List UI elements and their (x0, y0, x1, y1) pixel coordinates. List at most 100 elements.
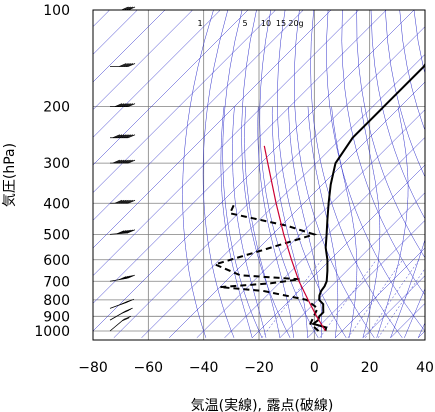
temperature-line (310, 62, 425, 332)
dry-adiabat (356, 10, 425, 259)
wind-barb-flag (117, 199, 125, 204)
isotherm-line (224, 136, 425, 338)
dry-adiabat (399, 10, 425, 131)
wind-barb-flag (119, 159, 127, 164)
wind-barb-staff (109, 319, 125, 332)
y-tick-label: 400 (43, 196, 70, 212)
wind-barb-flag (121, 199, 129, 204)
isotherm-line (93, 10, 304, 221)
wind-barb-flag (117, 134, 125, 139)
wind-barb-flag (125, 199, 133, 204)
y-tick-label: 500 (43, 227, 70, 243)
mixing-ratio-line (261, 259, 322, 338)
wind-barb-flag (121, 309, 130, 314)
wind-barb-flag (121, 159, 129, 164)
wind-barb-flag (121, 229, 129, 234)
mixing-ratio-line (365, 259, 420, 338)
wind-barb-flag (123, 63, 131, 67)
moist-adiabat (232, 106, 267, 338)
moist-adiabat (257, 106, 294, 338)
wind-barb-flag (127, 199, 136, 204)
dry-adiabat-lines (182, 10, 425, 338)
dry-adiabat (222, 10, 263, 338)
x-axis-label: 気温(実線), 露点(破線) (191, 398, 334, 412)
wind-barb-flag (125, 229, 133, 234)
wind-barb-flag (125, 159, 133, 164)
wind-barb-flag (125, 63, 133, 67)
y-tick-label: 700 (43, 274, 70, 290)
wind-barb-flag (121, 103, 129, 107)
wind-barbs (109, 6, 136, 332)
wind-barb-flag (127, 274, 135, 279)
moist-adiabat (360, 106, 381, 338)
isotherm-line (93, 10, 166, 83)
wind-barb-flag (119, 199, 127, 204)
wind-barb-flag (117, 159, 125, 164)
x-tick-label: 40 (416, 360, 434, 376)
wind-barb-flag (119, 134, 127, 139)
isotherm-line (141, 53, 425, 338)
y-tick-label: 1000 (34, 324, 70, 340)
wind-barb-flag (127, 63, 136, 67)
wind-barb-flag (121, 134, 129, 139)
dry-adiabat (385, 10, 425, 178)
isotherm-line (307, 219, 425, 338)
wind-barb-flag (119, 276, 127, 281)
y-tick-label: 800 (43, 293, 70, 309)
wind-barb-flag (123, 134, 131, 139)
wind-barb-flag (123, 159, 131, 164)
isotherm-line (93, 10, 249, 166)
isotherm-line (390, 302, 425, 338)
mixing-ratio-line (347, 259, 404, 338)
moist-adiabat (307, 106, 339, 338)
dry-adiabat (310, 10, 403, 338)
wind-barb-flag (112, 134, 121, 139)
dry-adiabat (182, 10, 214, 338)
wind-barb-staff (109, 232, 128, 235)
x-tick-label: 20 (361, 360, 379, 376)
isotherm-line (93, 10, 193, 111)
mixing-ratio-label: 1 (197, 19, 202, 28)
wind-barb-flag (127, 103, 136, 107)
y-tick-label: 300 (43, 156, 70, 172)
wind-barb-flag (120, 301, 128, 305)
wind-barb-flag (119, 230, 127, 234)
wind-barb-flag (119, 63, 127, 67)
mixing-ratio-label: 10 (261, 19, 271, 28)
isotherm-line (93, 10, 221, 138)
dry-adiabat (370, 10, 425, 220)
parcel-path-line (263, 145, 326, 332)
wind-barb-flag (123, 103, 131, 107)
x-tick-label: 0 (310, 360, 319, 376)
wind-barb-flag (121, 317, 130, 322)
y-tick-label: 200 (43, 100, 70, 116)
wind-barb-flag (114, 134, 123, 139)
moist-adiabat (376, 106, 409, 338)
isotherm-line (279, 192, 425, 338)
wind-barb-flag (123, 275, 131, 280)
wind-barb-flag (123, 199, 131, 204)
dry-adiabat (294, 10, 375, 338)
wind-barb-flag (125, 275, 133, 279)
isotherm-line (335, 247, 425, 338)
isotherm-line (362, 275, 425, 338)
wind-barb-flag (114, 199, 123, 204)
wind-barb-flag (123, 316, 131, 320)
moist-adiabat (404, 287, 425, 338)
dry-adiabat (202, 10, 235, 338)
dry-adiabat (326, 10, 425, 332)
wind-barb-flag (127, 229, 136, 234)
x-tick-label: −60 (134, 360, 164, 376)
wind-barb-flag (123, 229, 131, 234)
mixing-ratio-line (377, 268, 425, 338)
y-tick-label: 600 (43, 253, 70, 269)
x-tick-label: −40 (189, 360, 219, 376)
moist-adiabat (220, 106, 253, 338)
wind-barb-flag (125, 134, 133, 139)
isotherm-line (93, 10, 359, 277)
moist-adiabat (244, 106, 281, 338)
dry-adiabat (341, 10, 425, 296)
isotherm-line (93, 10, 415, 332)
mixing-ratio-labels: 1 5 10 15 20g (197, 19, 303, 28)
